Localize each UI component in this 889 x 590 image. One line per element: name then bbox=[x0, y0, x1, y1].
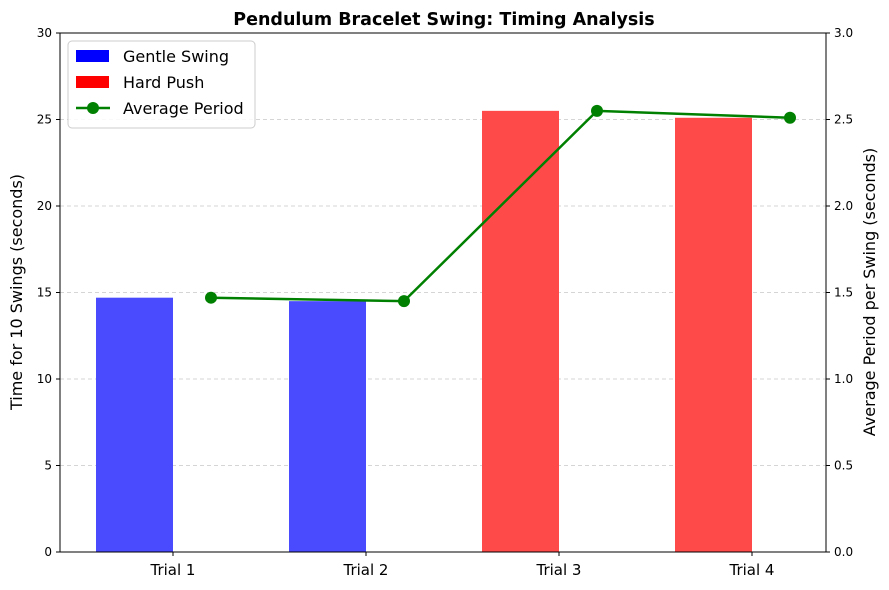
legend: Gentle Swing Hard Push Average Period bbox=[67, 40, 256, 129]
legend-label-gentle-swing: Gentle Swing bbox=[123, 47, 229, 66]
bar-trial-1 bbox=[96, 297, 173, 552]
average-period-point-2 bbox=[398, 295, 410, 308]
y-right-tick-label: 1.0 bbox=[834, 372, 853, 386]
x-tick-label: Trial 4 bbox=[729, 561, 775, 579]
y-left-tick-label: 20 bbox=[37, 199, 52, 213]
y-left-tick-label: 30 bbox=[37, 26, 52, 40]
average-period-point-4 bbox=[784, 111, 796, 124]
legend-marker-average-period bbox=[87, 102, 99, 114]
bar-trial-2 bbox=[289, 301, 366, 552]
x-axis: Trial 1 Trial 2 Trial 3 Trial 4 bbox=[150, 552, 775, 579]
legend-swatch-gentle-swing bbox=[76, 50, 109, 62]
y-right-tick-label: 2.0 bbox=[834, 199, 853, 213]
legend-label-average-period: Average Period bbox=[123, 99, 244, 118]
average-period-line bbox=[205, 104, 796, 308]
average-period-polyline bbox=[210, 109, 791, 303]
legend-label-hard-push: Hard Push bbox=[123, 73, 204, 92]
y-left-tick-label: 15 bbox=[37, 286, 52, 300]
chart-title: Pendulum Bracelet Swing: Timing Analysis bbox=[233, 10, 654, 30]
x-tick-label: Trial 2 bbox=[343, 561, 389, 579]
y-right-tick-label: 0.5 bbox=[834, 459, 853, 473]
y-left-tick-label: 0 bbox=[44, 545, 52, 559]
y-left-tick-label: 10 bbox=[37, 372, 52, 386]
right-y-axis: 0.0 0.5 1.0 1.5 2.0 2.5 3.0 bbox=[826, 26, 853, 559]
y-axis-left-title: Time for 10 Swings (seconds) bbox=[7, 174, 26, 411]
x-tick-label: Trial 1 bbox=[150, 561, 196, 579]
legend-box bbox=[67, 40, 256, 129]
bars bbox=[96, 110, 752, 553]
left-y-axis: 0 5 10 15 20 25 30 bbox=[37, 26, 60, 559]
y-left-tick-label: 25 bbox=[37, 113, 52, 127]
legend-swatch-hard-push bbox=[76, 76, 109, 88]
y-right-tick-label: 2.5 bbox=[834, 113, 853, 127]
average-period-point-1 bbox=[205, 291, 217, 304]
y-right-tick-label: 3.0 bbox=[834, 26, 853, 40]
y-right-tick-label: 0.0 bbox=[834, 545, 853, 559]
bar-trial-4 bbox=[675, 117, 752, 553]
y-right-tick-label: 1.5 bbox=[834, 286, 853, 300]
average-period-point-3 bbox=[591, 104, 603, 117]
x-tick-label: Trial 3 bbox=[536, 561, 582, 579]
y-axis-right-title: Average Period per Swing (seconds) bbox=[860, 148, 879, 436]
bar-trial-3 bbox=[482, 110, 559, 552]
y-left-tick-label: 5 bbox=[44, 459, 52, 473]
